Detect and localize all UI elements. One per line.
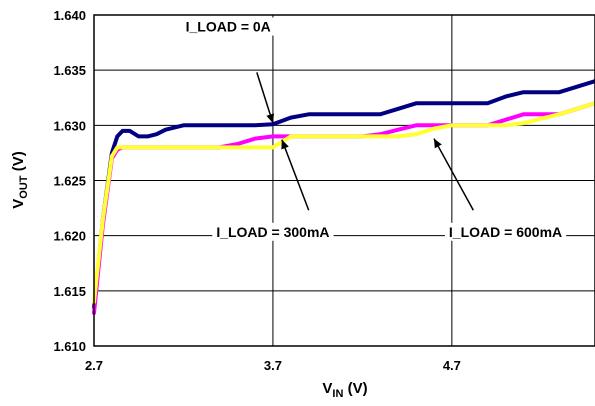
y-tick-label-0: 1.610 (53, 339, 86, 354)
series-arrow-0 (256, 72, 275, 124)
x-axis-title-main: V (322, 380, 332, 397)
y-axis-title-sub: OUT (18, 175, 30, 199)
x-tick-label-0: 2.7 (85, 358, 103, 373)
series-label-bg-1 (212, 222, 334, 241)
x-axis-title: VIN (V) (322, 380, 367, 400)
series-label-bg-2 (444, 222, 567, 241)
axes: 1.610 1.615 1.620 1.625 1.630 1.635 1.640 2.7 3.… (53, 8, 595, 373)
series-line-2 (92, 101, 595, 304)
x-axis-title-unit: (V) (343, 380, 367, 397)
series-label-2: I_LOAD = 600mA (449, 224, 562, 240)
y-axis-title-main: V (10, 199, 27, 209)
series-lines (92, 79, 595, 315)
series-label-0: I_LOAD = 0A (186, 19, 271, 35)
y-tick-label-2: 1.620 (53, 229, 86, 244)
series-arrow-1 (281, 139, 310, 211)
annotations: I_LOAD = 0A I_LOAD = 300mA I_LOAD = 600mA (181, 17, 567, 241)
x-tick-label-2: 4.7 (443, 358, 461, 373)
y-axis-title-unit: (V) (10, 151, 27, 175)
y-axis-title: VOUT (V) (10, 151, 30, 208)
x-axis-title-sub: IN (332, 388, 343, 400)
plot-frame (93, 14, 595, 347)
y-tick-label-6: 1.640 (53, 8, 86, 23)
y-tick-label-4: 1.630 (53, 118, 86, 133)
series-label-bg-0 (181, 17, 275, 36)
x-tick-label-1: 3.7 (264, 358, 282, 373)
y-tick-label-1: 1.615 (53, 284, 86, 299)
y-tick-label-3: 1.625 (53, 174, 86, 189)
series-arrow-2 (433, 138, 474, 211)
y-tick-label-5: 1.635 (53, 63, 86, 78)
series-label-1: I_LOAD = 300mA (216, 224, 329, 240)
series-line-0 (92, 79, 595, 310)
